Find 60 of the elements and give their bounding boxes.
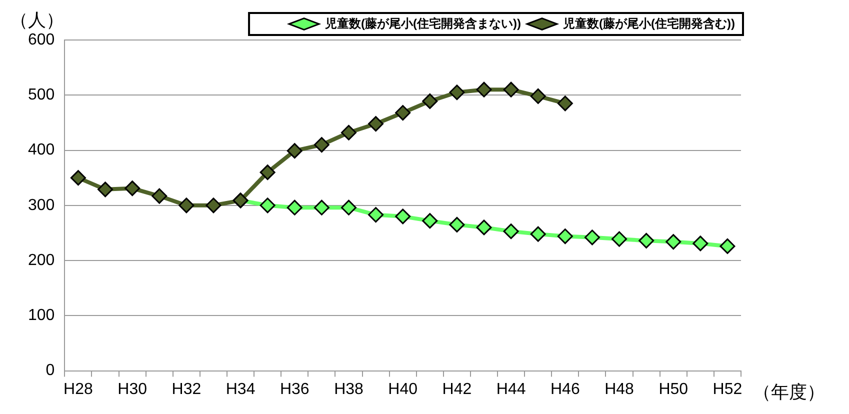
x-tick-label: H34 <box>226 380 256 398</box>
x-tick-label: H44 <box>496 380 526 398</box>
y-tick-label: 100 <box>28 307 55 324</box>
point <box>368 207 384 223</box>
point <box>666 234 682 250</box>
x-tick-label: H46 <box>550 380 580 398</box>
x-tick-label: H50 <box>658 380 688 398</box>
point <box>503 82 519 98</box>
x-tick-label: H32 <box>172 380 202 398</box>
y-tick-label: 600 <box>28 31 55 48</box>
y-tick-label: 200 <box>28 252 55 269</box>
x-axis-title: （年度） <box>753 382 825 402</box>
y-axis-title: （人） <box>10 10 64 30</box>
point <box>206 198 222 214</box>
point <box>152 188 168 204</box>
point <box>98 182 114 198</box>
point <box>70 170 86 186</box>
point <box>503 224 519 240</box>
point <box>286 143 302 159</box>
x-tick-label: H40 <box>388 380 418 398</box>
point <box>422 213 438 229</box>
x-tick-label: H42 <box>442 380 472 398</box>
point <box>638 232 654 248</box>
point <box>260 198 276 214</box>
point <box>395 105 411 121</box>
point <box>422 93 438 109</box>
point <box>720 238 736 254</box>
point <box>368 116 384 132</box>
point <box>449 84 465 100</box>
y-tick-label: 0 <box>46 362 55 380</box>
point <box>530 88 546 104</box>
point <box>314 137 330 153</box>
point <box>395 208 411 224</box>
point <box>476 82 492 98</box>
point <box>124 180 140 196</box>
point <box>692 236 708 252</box>
point <box>260 164 276 180</box>
point <box>449 216 465 232</box>
point <box>557 228 573 244</box>
point <box>557 96 573 112</box>
legend-label: 児童数(藤が尾小(住宅開発含まない)) <box>324 16 522 30</box>
legend-label: 児童数(藤が尾小(住宅開発含む)) <box>562 16 736 30</box>
x-tick-label: H30 <box>118 380 148 398</box>
point <box>340 200 356 216</box>
x-tick-label: H52 <box>712 380 742 398</box>
x-tick-label: H38 <box>334 380 364 398</box>
x-tick-label: H36 <box>280 380 310 398</box>
point <box>530 226 546 242</box>
y-tick-label: 500 <box>28 86 55 104</box>
x-tick-label: H28 <box>64 380 93 398</box>
point <box>612 231 628 247</box>
point <box>286 200 302 216</box>
y-tick-label: 400 <box>28 142 55 159</box>
point <box>476 220 492 236</box>
point <box>584 230 600 246</box>
point <box>178 198 194 214</box>
point <box>314 200 330 216</box>
point <box>340 124 356 140</box>
y-tick-label: 300 <box>28 196 55 214</box>
x-tick-label: H48 <box>604 380 634 398</box>
